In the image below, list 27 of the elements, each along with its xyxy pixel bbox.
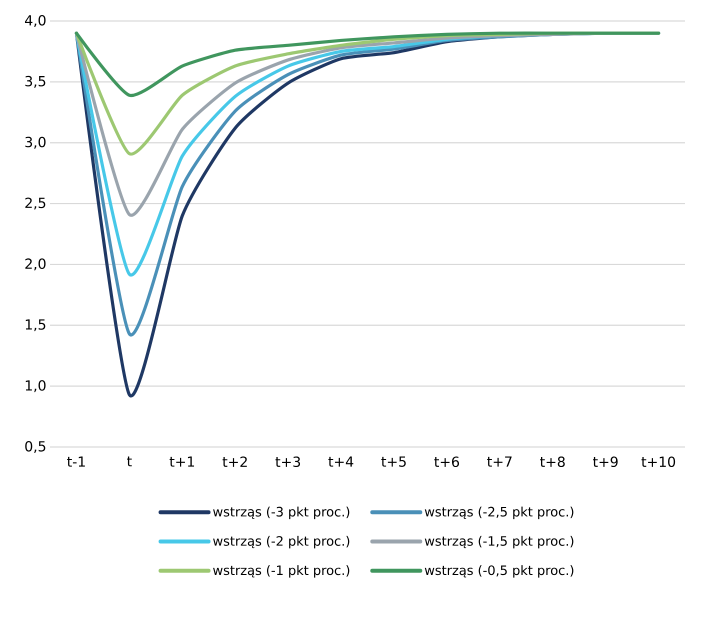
y-tick-label: 2,5 bbox=[25, 198, 46, 210]
y-tick-label: 2,0 bbox=[25, 258, 46, 270]
legend-label: wstrząs (-3 pkt proc.) bbox=[213, 506, 350, 520]
legend-label: wstrząs (-2,5 pkt proc.) bbox=[424, 506, 574, 520]
y-tick-label: 4,0 bbox=[24, 15, 46, 27]
x-tick-label: t+2 bbox=[222, 456, 247, 467]
x-tick-label: t+7 bbox=[487, 456, 512, 467]
legend-label: wstrząs (-1 pkt proc.) bbox=[213, 565, 350, 578]
x-tick-label: t+10 bbox=[641, 456, 676, 468]
x-tick-label: t-1 bbox=[67, 456, 85, 467]
y-tick-label: 1,5 bbox=[26, 319, 46, 332]
y-tick-label: 0,5 bbox=[25, 441, 46, 453]
x-tick-label: t+5 bbox=[381, 456, 406, 467]
legend-label: wstrząs (-0,5 pkt proc.) bbox=[424, 565, 574, 578]
y-tick-label: 3,0 bbox=[25, 136, 46, 149]
legend-label: wstrząs (-1,5 pkt proc.) bbox=[424, 536, 574, 548]
x-tick-label: t+4 bbox=[328, 456, 354, 467]
line-series bbox=[74, 32, 660, 97]
x-tick-label: t bbox=[127, 456, 132, 466]
legend-label: wstrząs (-2 pkt proc.) bbox=[213, 536, 350, 548]
x-tick-label: t+3 bbox=[275, 456, 300, 468]
x-tick-label: t+6 bbox=[434, 456, 460, 468]
x-tick-label: t+8 bbox=[540, 456, 565, 468]
x-tick-label: t+1 bbox=[170, 456, 194, 467]
x-tick-label: t+9 bbox=[592, 456, 618, 468]
y-tick-label: 1,0 bbox=[26, 380, 46, 392]
y-tick-label: 3,5 bbox=[25, 76, 46, 88]
